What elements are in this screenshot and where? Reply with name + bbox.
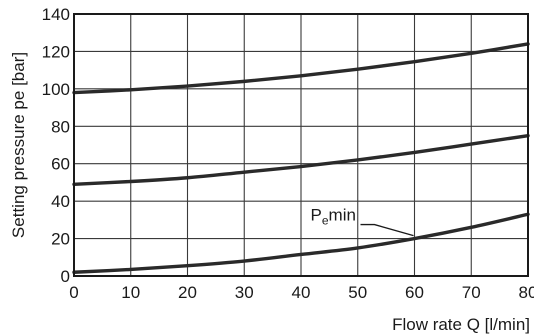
y-tick-label: 100 (42, 80, 70, 99)
x-tick-labels: 0 10 20 30 40 50 60 70 80 (69, 283, 534, 302)
y-axis-label: Setting pressure pe [bar] (9, 52, 28, 238)
series-line-3 (72, 212, 530, 274)
x-tick-label: 40 (292, 283, 311, 302)
pemin-leader-line (360, 223, 414, 237)
y-tick-label: 80 (51, 117, 70, 136)
y-tick-label: 0 (61, 267, 70, 286)
x-tick-label: 20 (178, 283, 197, 302)
y-tick-label: 120 (42, 42, 70, 61)
y-tick-label: 40 (51, 192, 70, 211)
x-tick-label: 30 (235, 283, 254, 302)
series-lines (72, 42, 530, 274)
y-tick-label: 20 (51, 230, 70, 249)
y-tick-label: 60 (51, 155, 70, 174)
x-tick-label: 0 (69, 283, 78, 302)
pemin-annotation: Pemin (311, 206, 356, 228)
x-tick-label: 50 (348, 283, 367, 302)
plot-frame (73, 13, 529, 277)
series-line-2 (72, 133, 530, 186)
annotations: Pemin (311, 206, 414, 237)
x-tick-label: 70 (462, 283, 481, 302)
x-tick-label: 60 (405, 283, 424, 302)
x-tick-label: 10 (121, 283, 140, 302)
x-axis-label: Flow rate Q [l/min] (392, 315, 530, 334)
y-tick-label: 140 (42, 5, 70, 24)
y-tick-labels: 0 20 40 60 80 100 120 140 (42, 5, 70, 286)
x-tick-label: 80 (519, 283, 534, 302)
series-line-1 (72, 42, 530, 95)
